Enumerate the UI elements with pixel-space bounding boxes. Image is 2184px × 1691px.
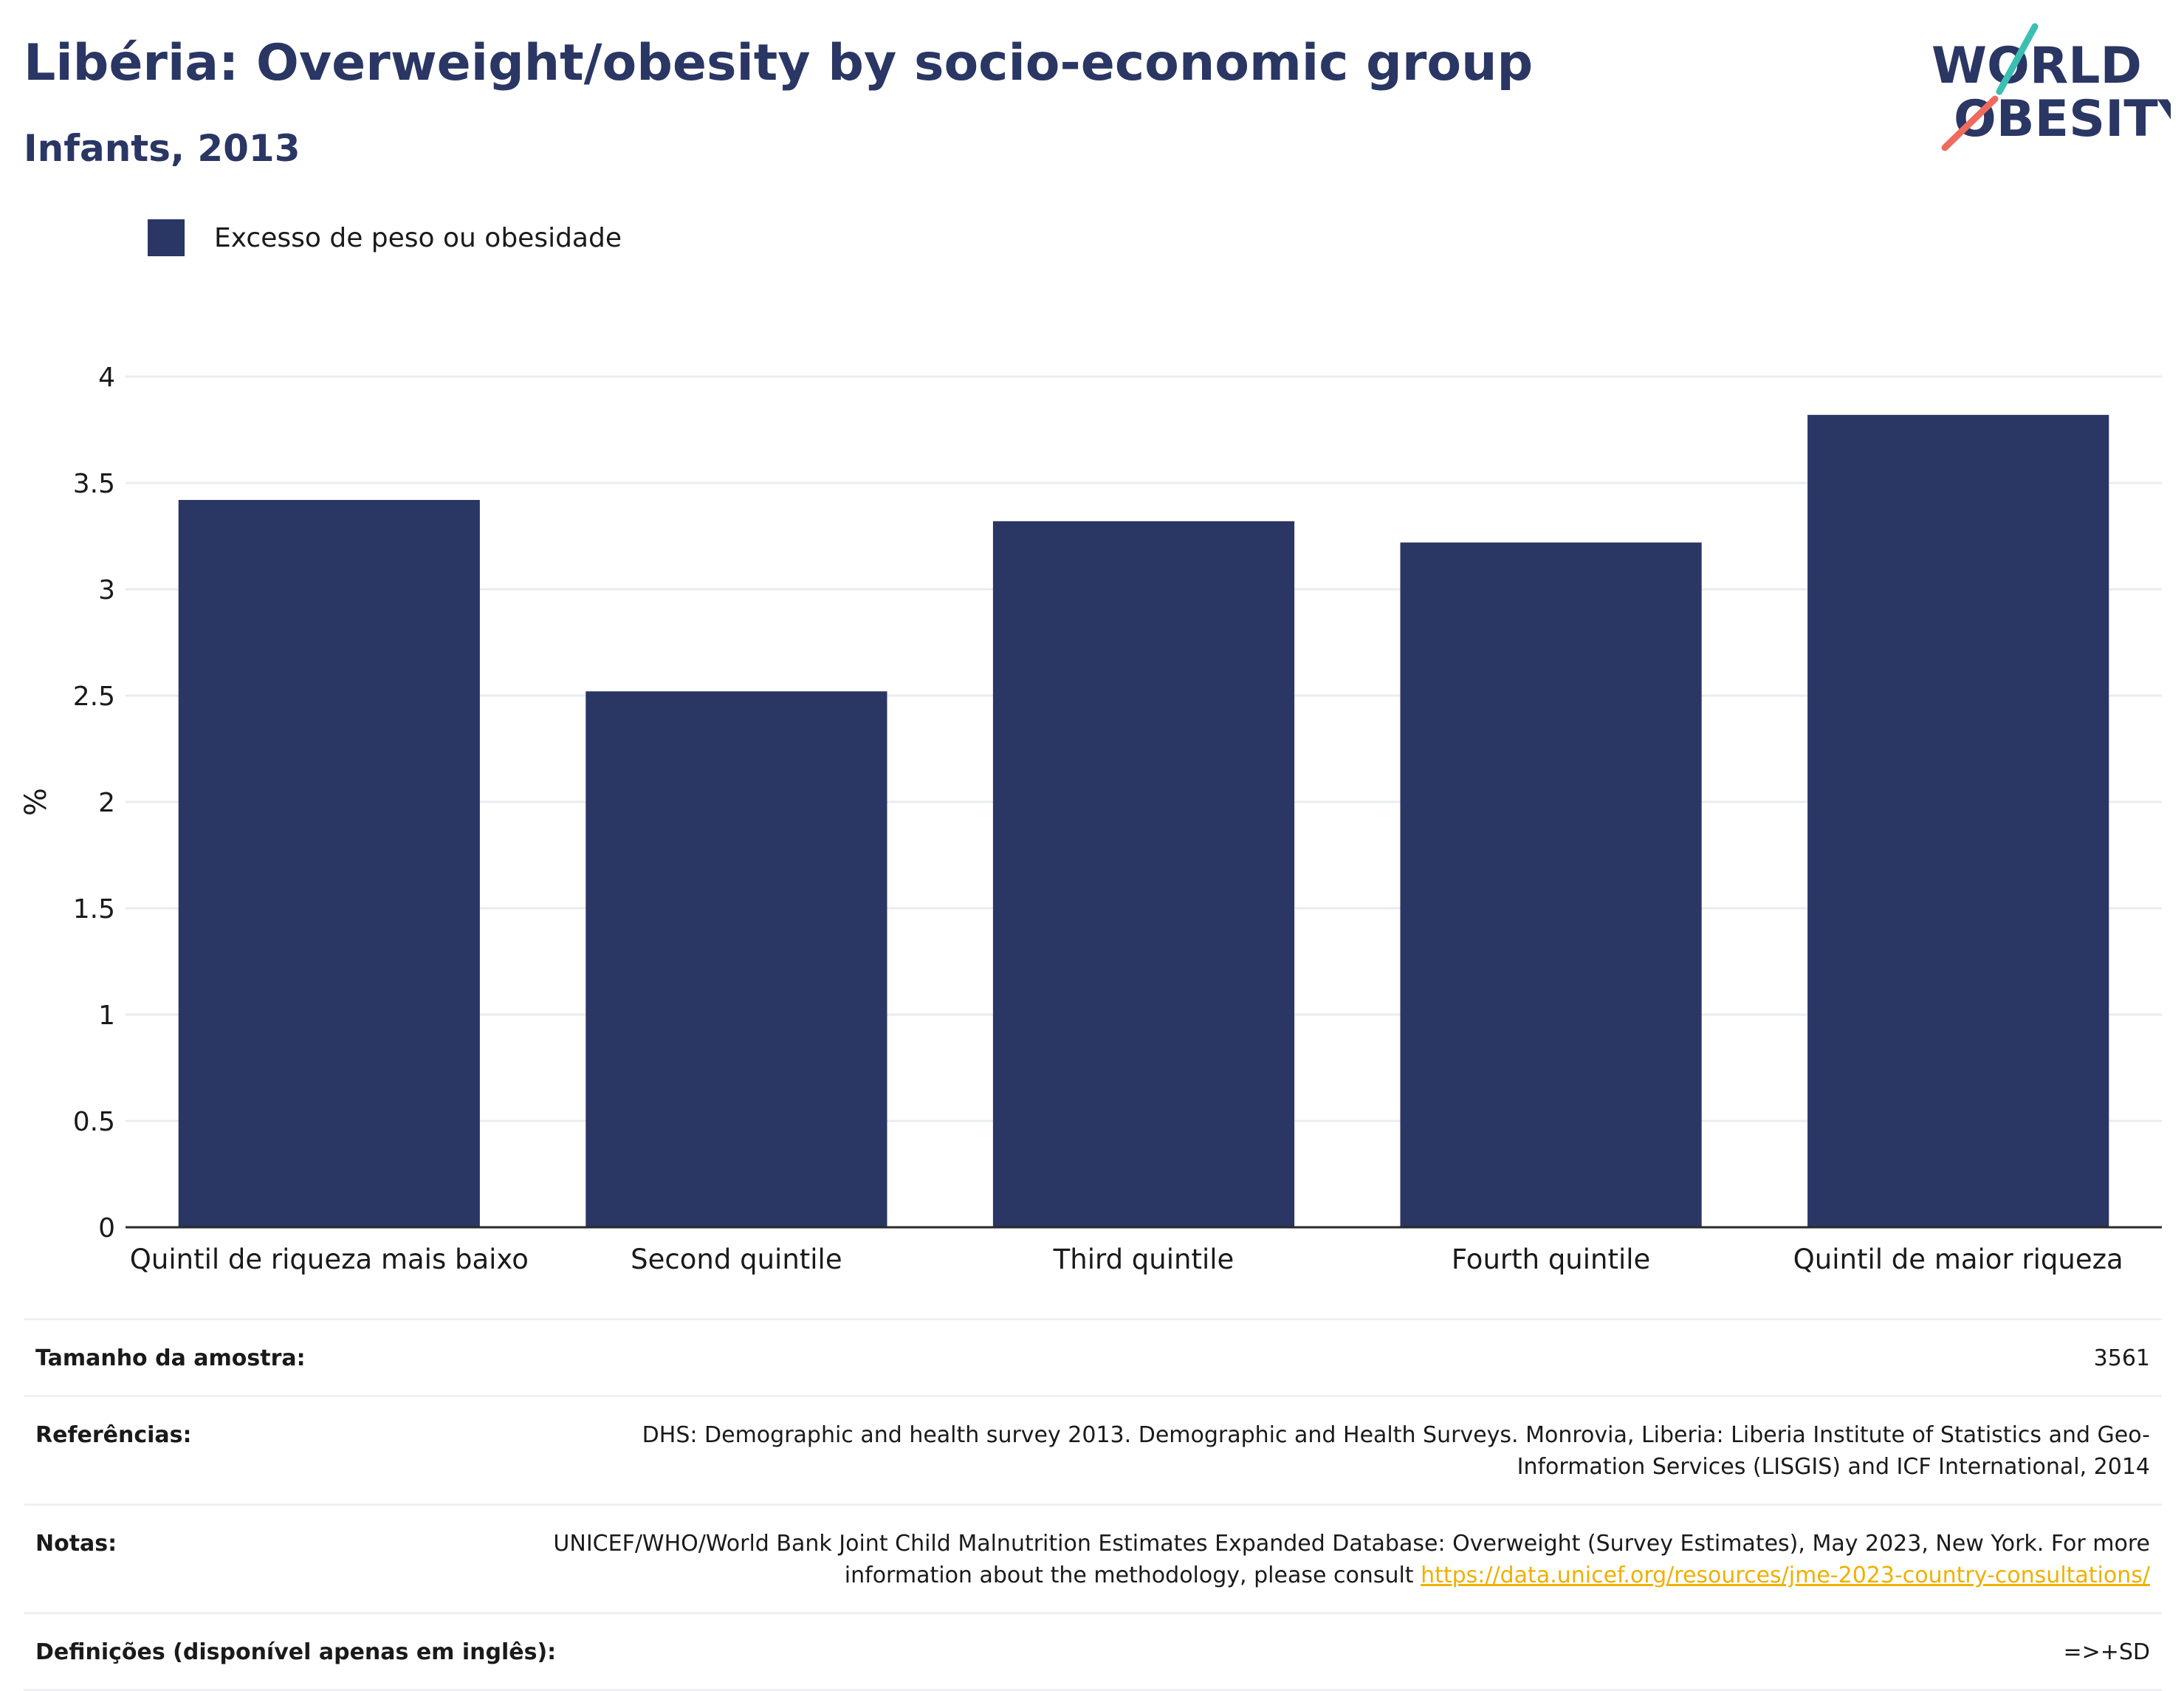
world-obesity-logo: WORLD OBESITY bbox=[1931, 23, 2171, 151]
sample-label: Tamanho da amostra: bbox=[35, 1345, 306, 1371]
info-row-definitions: Definições (disponível apenas em inglês)… bbox=[24, 1612, 2162, 1691]
info-table: Tamanho da amostra: 3561 Referências: DH… bbox=[24, 1318, 2162, 1691]
y-tick-label: 3 bbox=[98, 575, 115, 606]
y-tick-label: 2.5 bbox=[73, 682, 115, 712]
bars bbox=[178, 414, 2109, 1227]
bar bbox=[178, 500, 480, 1227]
x-tick-label: Quintil de maior riqueza bbox=[1793, 1244, 2123, 1275]
y-tick-label: 0.5 bbox=[73, 1107, 115, 1137]
y-tick-labels: 0 0.5 1 1.5 2 2.5 3 3.5 4 bbox=[73, 363, 115, 1244]
bar bbox=[1807, 414, 2109, 1227]
methodology-link[interactable]: https://data.unicef.org/resources/jme-20… bbox=[1421, 1563, 2150, 1588]
y-tick-label: 0 bbox=[98, 1213, 115, 1244]
x-tick-label: Third quintile bbox=[1053, 1244, 1234, 1275]
x-tick-label: Second quintile bbox=[631, 1244, 842, 1275]
y-tick-label: 1 bbox=[98, 1001, 115, 1031]
bar bbox=[586, 691, 887, 1227]
chart-subtitle: Infants, 2013 bbox=[24, 127, 301, 170]
y-tick-label: 3.5 bbox=[73, 469, 115, 499]
bar bbox=[992, 521, 1295, 1227]
chart-legend[interactable]: Excesso de peso ou obesidade bbox=[148, 219, 622, 257]
legend-label: Excesso de peso ou obesidade bbox=[214, 222, 622, 253]
notes-label: Notas: bbox=[35, 1531, 117, 1557]
info-row-notes: Notas: UNICEF/WHO/World Bank Joint Child… bbox=[24, 1503, 2162, 1612]
logo-line-1: WORLD bbox=[1931, 37, 2142, 95]
definitions-value: =>+SD bbox=[2063, 1639, 2150, 1665]
bar bbox=[1400, 542, 1702, 1227]
x-tick-labels: Quintil de riqueza mais baixo Second quin… bbox=[130, 1244, 2123, 1275]
y-tick-label: 1.5 bbox=[73, 894, 115, 925]
bar-chart: 0 0.5 1 1.5 2 2.5 3 3.5 4 Quintil de riqueza mai… bbox=[19, 363, 2162, 1275]
chart-title: Libéria: Overweight/obesity by socio-eco… bbox=[24, 34, 1534, 92]
y-axis-label: % bbox=[19, 788, 53, 816]
logo-slash-coral bbox=[1941, 95, 1999, 151]
sample-value: 3561 bbox=[2093, 1345, 2150, 1371]
notes-value: UNICEF/WHO/World Bank Joint Child Malnut… bbox=[526, 1528, 2150, 1591]
legend-swatch bbox=[148, 219, 185, 256]
notes-text: UNICEF/WHO/World Bank Joint Child Malnut… bbox=[553, 1531, 2150, 1588]
x-tick-label: Fourth quintile bbox=[1452, 1244, 1650, 1275]
info-row-references: Referências: DHS: Demographic and health… bbox=[24, 1395, 2162, 1503]
y-tick-label: 4 bbox=[98, 363, 115, 393]
info-row-sample: Tamanho da amostra: 3561 bbox=[24, 1318, 2162, 1395]
definitions-label: Definições (disponível apenas em inglês)… bbox=[35, 1639, 557, 1665]
logo-line-2: OBESITY bbox=[1954, 90, 2171, 148]
references-label: Referências: bbox=[35, 1422, 192, 1448]
y-tick-label: 2 bbox=[98, 788, 115, 818]
x-tick-label: Quintil de riqueza mais baixo bbox=[130, 1244, 529, 1275]
references-value: DHS: Demographic and health survey 2013.… bbox=[642, 1422, 2150, 1480]
logo-slash-teal bbox=[1996, 23, 2039, 95]
